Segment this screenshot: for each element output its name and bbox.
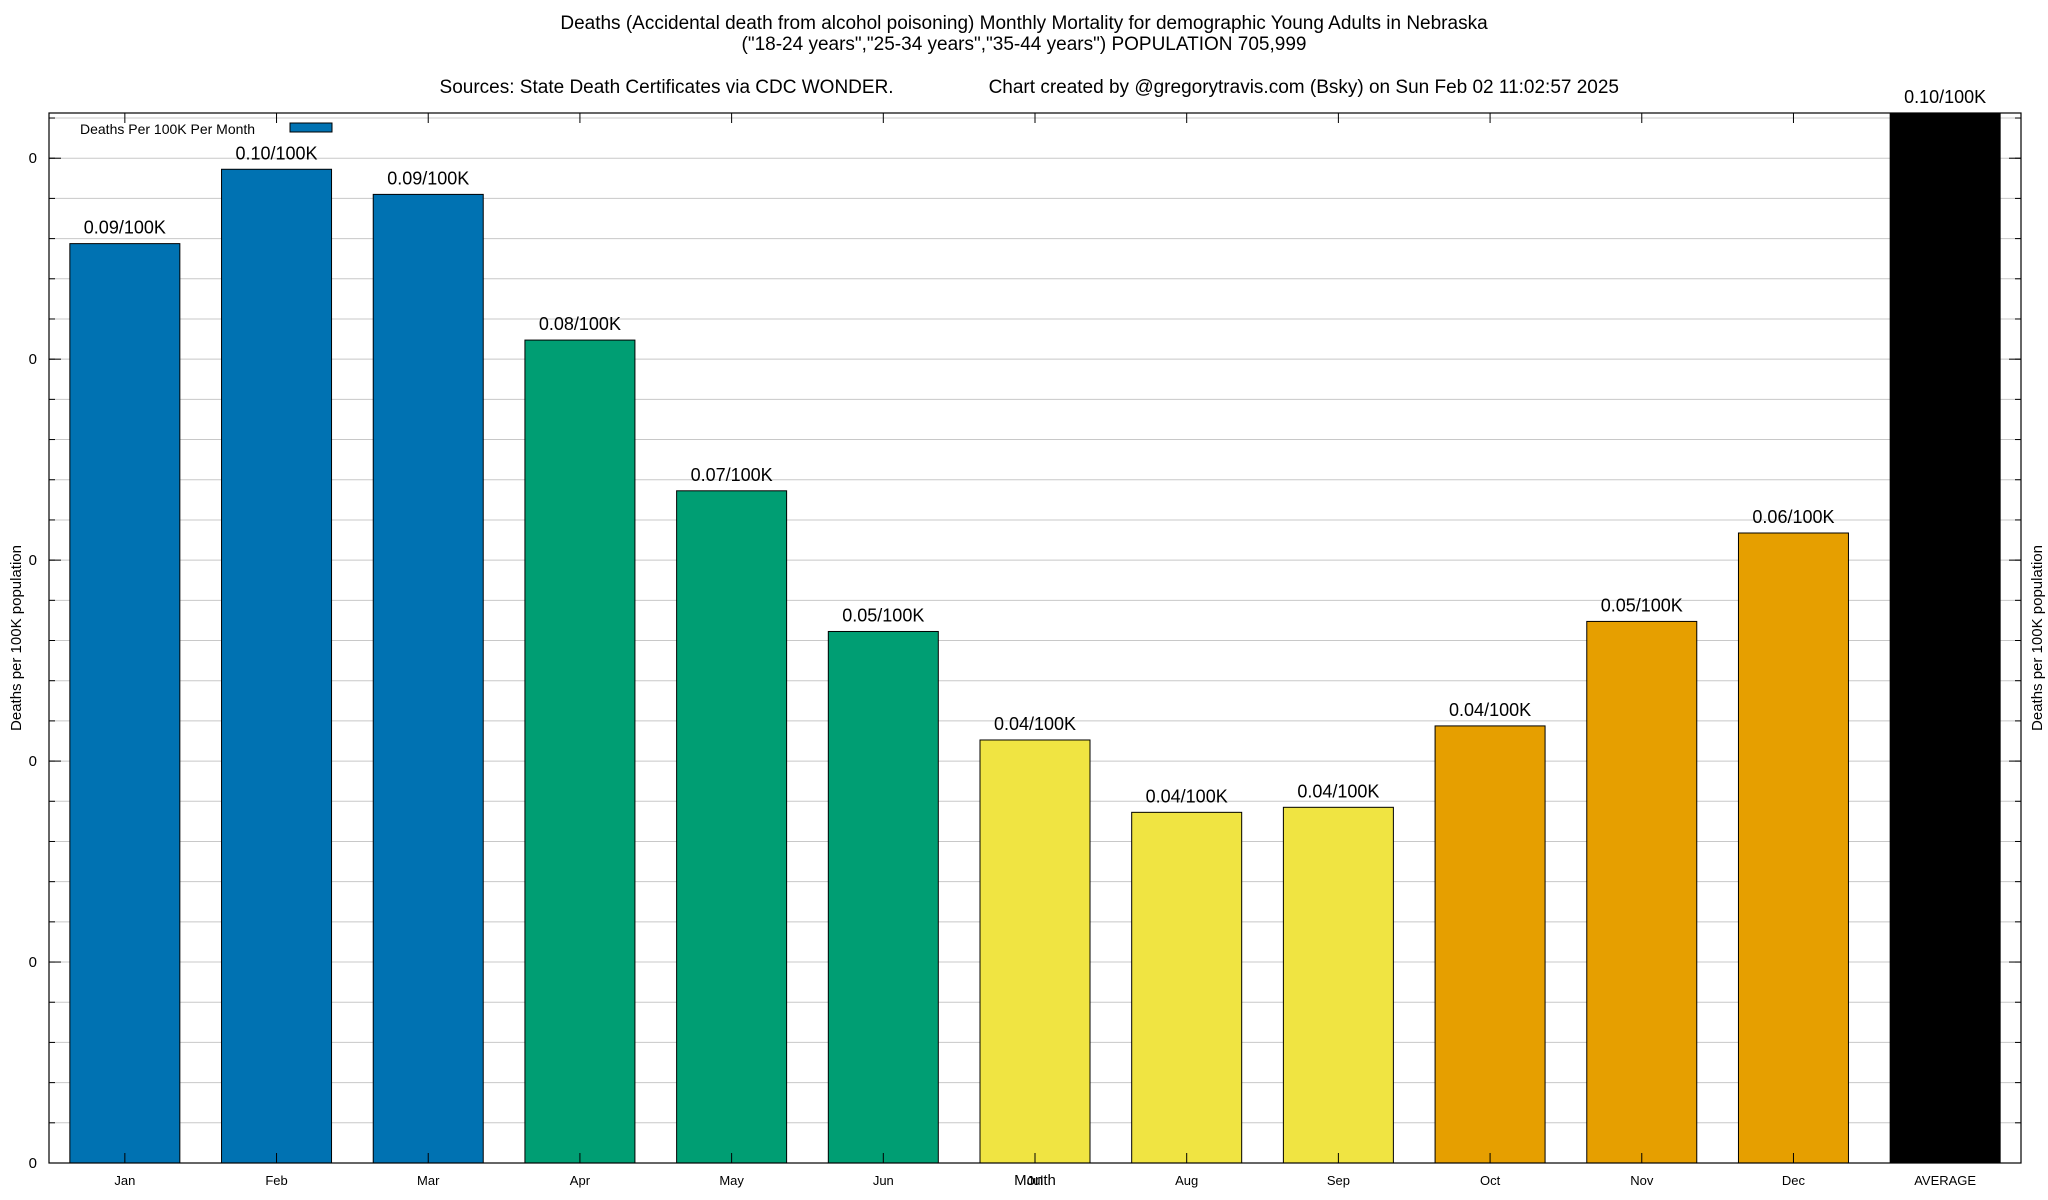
- bar-nov: [1586, 620, 1698, 1164]
- x-axis-label: Month: [1014, 1172, 1056, 1189]
- data-label: 0.09/100K: [84, 218, 166, 238]
- bar-apr: [524, 339, 636, 1164]
- chart-subtitle: ("18-24 years","25-34 years","35-44 year…: [741, 34, 1307, 55]
- chart-sources-line: Sources: State Death Certificates via CD…: [0, 55, 2048, 99]
- data-label: 0.04/100K: [1297, 781, 1379, 801]
- plot-frame: [48, 112, 2022, 1164]
- bar-jun: [827, 630, 939, 1164]
- legend-swatch: [289, 122, 333, 133]
- data-label: 0.05/100K: [1601, 595, 1683, 615]
- data-label: 0.07/100K: [691, 465, 773, 485]
- y-tick-label: 0: [29, 351, 37, 368]
- x-tick-label: Feb: [265, 1173, 287, 1188]
- legend: Deaths Per 100K Per Month: [80, 121, 333, 137]
- x-tick-label: Apr: [570, 1173, 591, 1188]
- x-tick-label: Sep: [1327, 1173, 1350, 1188]
- legend-label: Deaths Per 100K Per Month: [80, 121, 255, 137]
- x-tick-label: Aug: [1175, 1173, 1198, 1188]
- y-tick-label: 0: [29, 552, 37, 569]
- data-label: 0.06/100K: [1752, 507, 1834, 527]
- bar-may: [676, 490, 788, 1164]
- x-tick-label: May: [719, 1173, 744, 1188]
- chart-title: Deaths (Accidental death from alcohol po…: [560, 13, 1488, 34]
- y-tick-label: 0: [29, 954, 37, 971]
- chart-credit: Chart created by @gregorytravis.com (Bsk…: [988, 77, 1620, 98]
- bar-jan: [69, 243, 181, 1164]
- x-tick-label: Jun: [873, 1173, 894, 1188]
- bar-mar: [372, 193, 484, 1164]
- x-tick-label: Nov: [1630, 1173, 1654, 1188]
- bars: [69, 112, 2001, 1164]
- data-label: 0.10/100K: [1904, 87, 1986, 107]
- bar-feb: [221, 168, 333, 1164]
- data-label: 0.04/100K: [1449, 700, 1531, 720]
- x-tick-label: AVERAGE: [1914, 1173, 1976, 1188]
- data-label: 0.04/100K: [994, 714, 1076, 734]
- data-label: 0.10/100K: [235, 143, 317, 163]
- data-labels: 0.09/100K 0.10/100K 0.09/100K 0.08/100K 0.07…: [84, 87, 1986, 806]
- bar-average: [1889, 112, 2001, 1164]
- bar-oct: [1434, 725, 1546, 1164]
- chart-sources: Sources: State Death Certificates via CD…: [439, 77, 894, 98]
- bar-jul: [979, 739, 1091, 1164]
- y-axis-label-right: Deaths per 100K population: [2029, 545, 2046, 731]
- bar-dec: [1737, 532, 1849, 1164]
- data-label: 0.05/100K: [842, 605, 924, 625]
- data-label: 0.09/100K: [387, 168, 469, 188]
- x-tick-label: Oct: [1480, 1173, 1501, 1188]
- data-label: 0.04/100K: [1146, 786, 1228, 806]
- bar-aug: [1131, 811, 1243, 1164]
- axes: 0 0 0 0 0 0 Jan Feb Mar Apr May Jun Jul Aug Sep Oct Nov D…: [29, 113, 2021, 1188]
- data-label: 0.08/100K: [539, 314, 621, 334]
- x-tick-label: Jul: [1027, 1173, 1044, 1188]
- bar-sep: [1282, 806, 1394, 1164]
- y-tick-label: 0: [29, 150, 37, 167]
- x-tick-label: Mar: [417, 1173, 440, 1188]
- y-axis-label: Deaths per 100K population: [8, 545, 25, 731]
- y-tick-label: 0: [29, 1155, 37, 1172]
- x-tick-label: Jan: [114, 1173, 135, 1188]
- x-tick-label: Dec: [1782, 1173, 1806, 1188]
- y-tick-label: 0: [29, 753, 37, 770]
